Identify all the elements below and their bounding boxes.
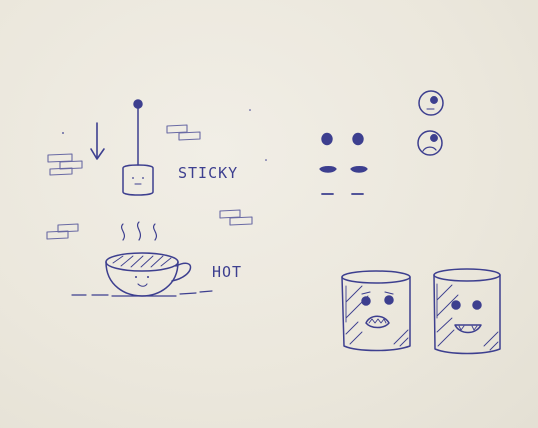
brick-icon [219, 209, 253, 226]
hot-label: HOT [212, 263, 243, 281]
happy-marshmallow-icon [433, 268, 501, 355]
sticky-label: STICKY [178, 164, 239, 182]
table-line [71, 290, 213, 297]
coffee-cup-icon [105, 252, 192, 297]
scared-marshmallow-icon [341, 270, 411, 352]
brick-icon [47, 153, 83, 176]
eyes-and-mouth-sketch-icon [319, 132, 368, 195]
brick-icon [46, 223, 79, 240]
down-arrow-icon [90, 122, 105, 160]
sad-face-icon [417, 130, 443, 156]
neutral-face-icon [418, 90, 444, 116]
marshmallow-on-stick-icon [122, 99, 154, 196]
brick-icon [166, 124, 201, 141]
steam-icon [120, 221, 158, 241]
